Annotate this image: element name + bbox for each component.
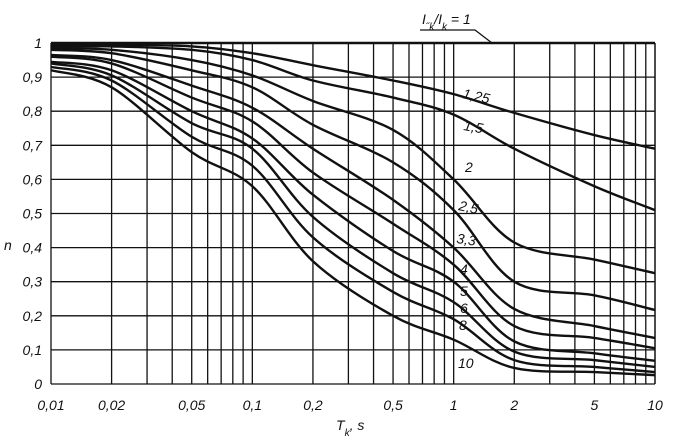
y-tick-label: 0,6 (23, 171, 43, 187)
y-tick-label: 0,8 (23, 103, 43, 119)
legend: I˝k/Ik = 1 (420, 11, 493, 44)
curves (50, 41, 656, 377)
legend-title: I˝k/Ik = 1 (422, 11, 471, 33)
curve-label: 4 (460, 261, 468, 277)
x-tick-label: 0,1 (243, 397, 262, 413)
x-tick-label: 0,01 (37, 397, 64, 413)
curve-8 (50, 65, 656, 374)
curve-label: 1,5 (462, 117, 484, 136)
y-tick-label: 0 (34, 376, 42, 392)
y-tick-label: 0,3 (23, 274, 43, 290)
curve-2 (50, 46, 656, 275)
x-axis-label: Tk, s (336, 417, 364, 439)
curve-10 (50, 69, 656, 377)
curve-labels: 1,25 1,5 2 2,5 3,3 4 568 10 (456, 85, 492, 371)
x-tick-label: 0,05 (178, 397, 205, 413)
x-tick-label: 0,2 (303, 397, 323, 413)
curve-label: 3,3 (456, 230, 478, 249)
curve-label: 5 (460, 283, 468, 299)
y-tick-label: 0,2 (23, 308, 43, 324)
legend-leader-line (420, 29, 493, 44)
grid (50, 42, 656, 385)
x-tick-label: 1 (450, 397, 458, 413)
curve-label: 6 (460, 300, 468, 316)
curve-label: 2 (464, 159, 473, 175)
curve-2-5 (50, 48, 656, 312)
curve-1-25 (50, 43, 656, 150)
curve-3-3 (50, 53, 656, 340)
y-tick-label: 0,5 (23, 206, 43, 222)
x-tick-label: 5 (590, 397, 598, 413)
curve-5 (50, 60, 656, 363)
y-tick-label: 1 (34, 35, 42, 51)
x-tick-label: 10 (647, 397, 663, 413)
curve-4 (50, 55, 656, 350)
y-tick-label: 0,4 (23, 240, 43, 256)
y-tick-label: 0,7 (23, 137, 44, 153)
curve-label: 10 (458, 355, 474, 371)
curve-1-5 (50, 44, 656, 212)
x-tick-label: 0,02 (98, 397, 125, 413)
curve-6 (50, 62, 656, 369)
tick-labels: 0,01 0,02 0,05 0,1 0,2 0,5 1 2 5 10 0 0,1 0,2 0,3 0,4 0… (23, 35, 663, 413)
x-axis-label-text: Tk, s (336, 417, 364, 439)
curve-label: 2,5 (456, 197, 480, 217)
y-axis-label: n (4, 237, 12, 253)
curve-label: 8 (459, 317, 467, 333)
y-tick-label: 0,1 (23, 342, 42, 358)
x-tick-label: 2 (509, 397, 518, 413)
y-tick-label: 0,9 (23, 69, 43, 85)
x-tick-label: 0,5 (383, 397, 403, 413)
curve-label: 1,25 (461, 85, 491, 106)
